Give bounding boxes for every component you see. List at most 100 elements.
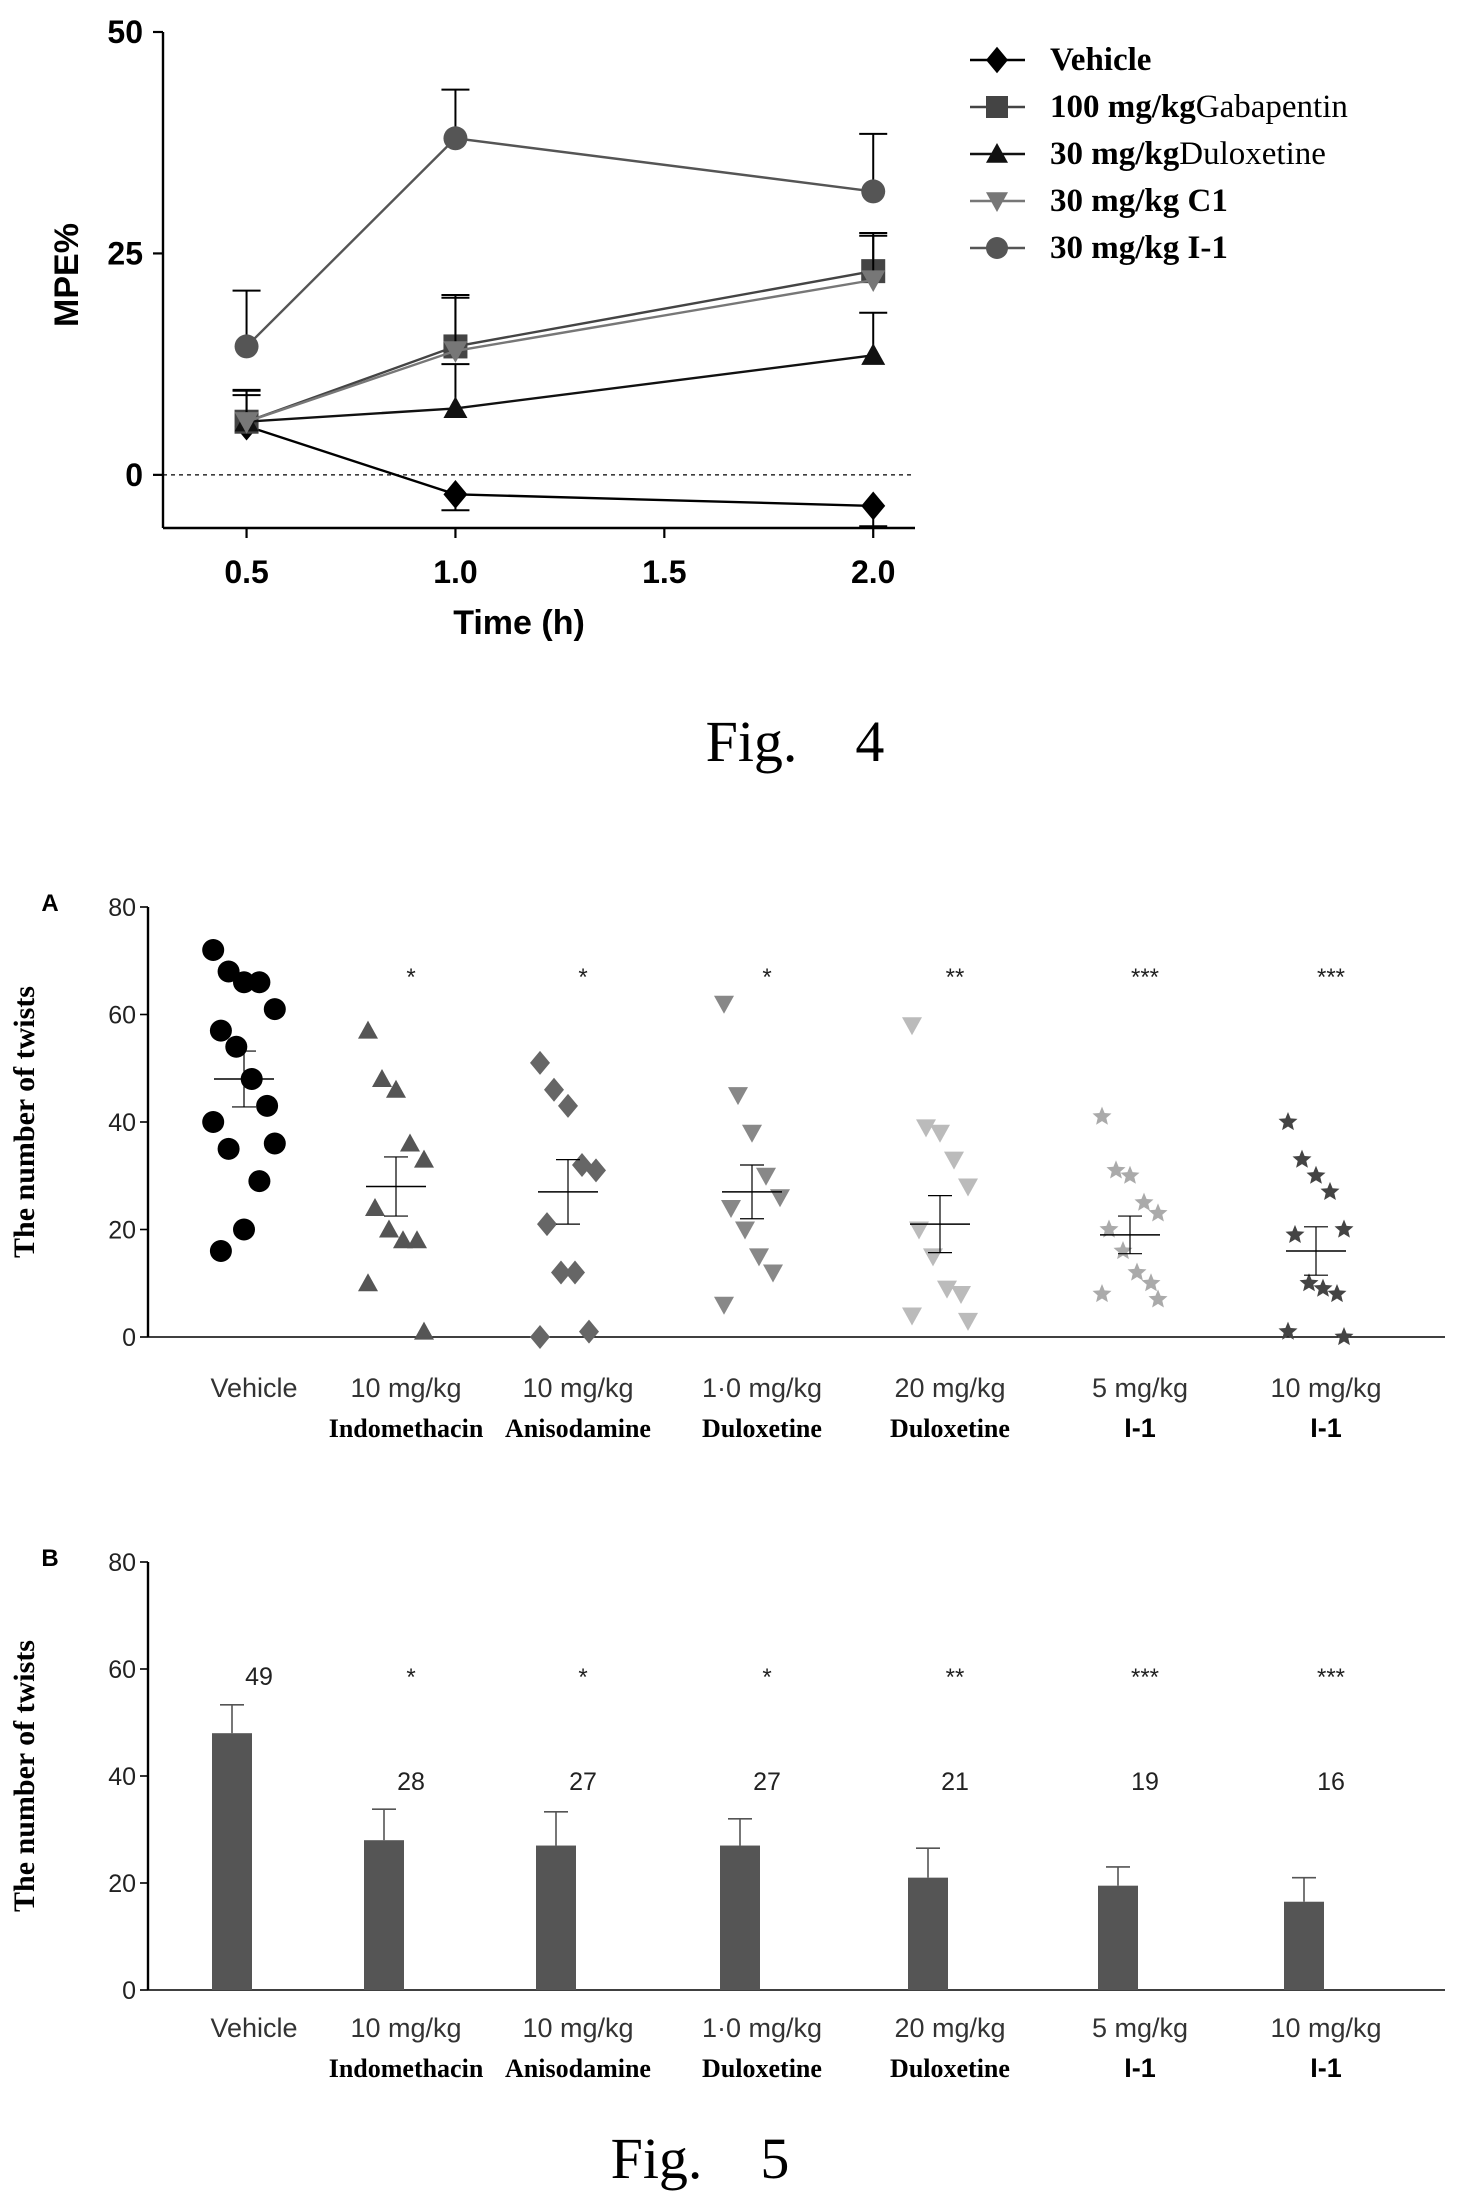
data-point bbox=[742, 1124, 762, 1143]
data-point bbox=[443, 341, 468, 363]
category-label-drug: Duloxetine bbox=[890, 2054, 1010, 2083]
data-point bbox=[234, 334, 259, 359]
data-point bbox=[414, 1321, 434, 1340]
legend-entry-4: 30 mg/kg I-1 bbox=[1050, 230, 1228, 266]
fig5-caption: Fig. 5 bbox=[611, 2126, 790, 2191]
data-point bbox=[248, 971, 271, 994]
data-point bbox=[407, 1230, 427, 1249]
category-label-drug: Anisodamine bbox=[505, 2054, 651, 2083]
y-axis-label: MPE% bbox=[48, 223, 86, 327]
y-tick-label: 50 bbox=[107, 14, 143, 50]
legend-entry-1: 100 mg/kgGabapentin bbox=[1050, 89, 1348, 125]
data-point bbox=[209, 1240, 232, 1262]
data-point bbox=[902, 1017, 922, 1036]
data-point bbox=[443, 126, 468, 151]
category-label: 20 mg/kg bbox=[894, 2013, 1005, 2043]
data-point bbox=[937, 1280, 957, 1299]
legend-entry-2: 30 mg/kgDuloxetine bbox=[1050, 136, 1326, 172]
significance-marker: ** bbox=[946, 964, 965, 991]
data-point bbox=[530, 1050, 550, 1075]
data-point bbox=[951, 1286, 971, 1304]
y-tick-label: 25 bbox=[107, 235, 143, 271]
category-label: Vehicle bbox=[210, 2013, 297, 2043]
legend-marker bbox=[986, 96, 1008, 118]
category-label: 10 mg/kg bbox=[522, 1373, 633, 1403]
significance-marker: ** bbox=[946, 1664, 965, 1691]
legend-bold-text: 30 mg/kg I-1 bbox=[1050, 230, 1228, 266]
data-point bbox=[958, 1312, 978, 1331]
x-tick-label: 1.0 bbox=[433, 554, 477, 590]
data-point bbox=[756, 1167, 776, 1186]
data-point bbox=[263, 1132, 286, 1155]
bar bbox=[720, 1845, 760, 1990]
category-group-0 bbox=[202, 939, 286, 1262]
category-label-drug: Indomethacin bbox=[329, 1414, 484, 1443]
series-line bbox=[246, 269, 874, 423]
data-point bbox=[861, 491, 886, 521]
fig4-line-chart: 0 25 50 0.5 1.0 1.5 2.0 Time (h) MPE% Vehicle 100 … bbox=[48, 14, 1348, 642]
data-point bbox=[1120, 1165, 1140, 1184]
data-point bbox=[714, 1296, 734, 1315]
category-label: 10 mg/kg bbox=[1270, 1373, 1381, 1403]
category-label-drug: Indomethacin bbox=[329, 2054, 484, 2083]
category-label: 5 mg/kg bbox=[1092, 2013, 1188, 2043]
y-tick-label: 80 bbox=[108, 1549, 136, 1577]
y-tick-label: 40 bbox=[108, 1763, 136, 1791]
legend-entry-3: 30 mg/kg C1 bbox=[1050, 183, 1228, 219]
data-point bbox=[386, 1079, 406, 1098]
series-line bbox=[246, 278, 874, 423]
category-group-5 bbox=[1092, 1106, 1168, 1308]
data-point bbox=[728, 1087, 748, 1106]
data-point bbox=[234, 412, 259, 434]
data-point bbox=[233, 1218, 255, 1241]
category-label-drug: I-1 bbox=[1310, 1413, 1342, 1443]
series-line bbox=[245, 137, 874, 348]
data-point bbox=[1306, 1165, 1326, 1184]
data-point bbox=[443, 479, 468, 509]
legend-marker bbox=[986, 237, 1008, 259]
data-point bbox=[537, 1212, 557, 1237]
category-label: 10 mg/kg bbox=[350, 2013, 461, 2043]
data-point bbox=[1148, 1203, 1168, 1222]
significance-marker: * bbox=[406, 964, 415, 991]
category-group-6 bbox=[1278, 1112, 1354, 1346]
data-point bbox=[1106, 1160, 1126, 1179]
y-tick-label: 20 bbox=[108, 1870, 136, 1898]
bar-value-label: 19 bbox=[1131, 1768, 1159, 1796]
data-point bbox=[1334, 1219, 1354, 1238]
series-4 bbox=[232, 88, 888, 359]
x-tick-label: 1.5 bbox=[642, 554, 686, 590]
data-point bbox=[217, 960, 240, 983]
legend-rest-text: Gabapentin bbox=[1196, 89, 1348, 125]
data-point bbox=[1141, 1273, 1161, 1292]
data-point bbox=[217, 1137, 240, 1160]
data-point bbox=[909, 1221, 929, 1240]
category-label-drug: Duloxetine bbox=[890, 1414, 1010, 1443]
bar bbox=[536, 1845, 576, 1990]
bar-value-label: 16 bbox=[1317, 1768, 1345, 1796]
legend-rest-text: Duloxetine bbox=[1179, 136, 1326, 172]
legend-entry-0: Vehicle bbox=[1050, 42, 1151, 78]
data-point bbox=[202, 939, 225, 961]
data-point bbox=[202, 1111, 225, 1133]
y-tick-label: 0 bbox=[122, 1977, 136, 2005]
bar-value-label: 28 bbox=[397, 1768, 425, 1796]
bar-value-label: 21 bbox=[941, 1768, 969, 1796]
bar-value-label: 27 bbox=[569, 1768, 597, 1796]
y-tick-label: 40 bbox=[108, 1109, 136, 1137]
data-point bbox=[551, 1260, 571, 1285]
data-point bbox=[770, 1189, 790, 1208]
data-point bbox=[209, 1019, 232, 1042]
data-point bbox=[1292, 1149, 1312, 1168]
data-point bbox=[579, 1319, 599, 1344]
y-tick-label: 20 bbox=[108, 1217, 136, 1245]
bar bbox=[908, 1877, 948, 1990]
data-point bbox=[930, 1124, 950, 1143]
series-3 bbox=[232, 234, 888, 434]
data-point bbox=[586, 1158, 606, 1183]
category-group-1 bbox=[358, 1020, 434, 1340]
category-label-drug: I-1 bbox=[1124, 2053, 1156, 2083]
data-point bbox=[393, 1230, 413, 1249]
significance-marker: * bbox=[578, 1664, 587, 1691]
